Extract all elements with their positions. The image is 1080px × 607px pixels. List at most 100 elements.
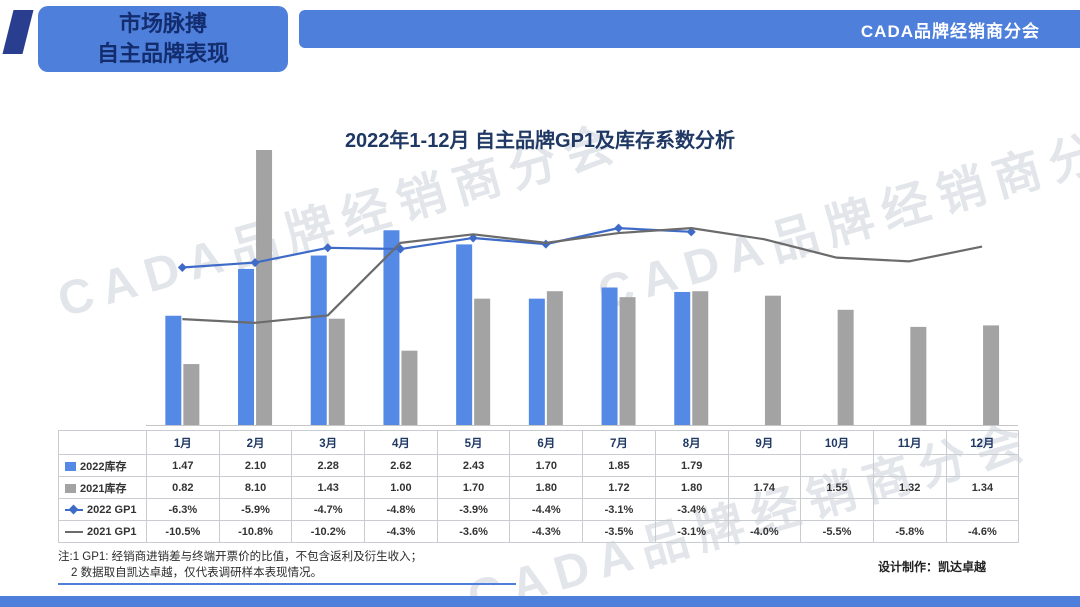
table-cell: 2.43	[436, 454, 511, 477]
gp1-diamond-marker	[614, 223, 624, 233]
bar-2021-11月	[910, 326, 927, 425]
table-cell: -10.2%	[291, 520, 366, 543]
bar-2021-1月	[183, 364, 200, 425]
table-cell: 1.85	[582, 454, 656, 477]
table-row: 2021 GP1 -10.5% -10.8% -10.2% -4.3% -3.6% -4.3…	[58, 520, 1020, 543]
gp1-diamond-marker	[250, 258, 260, 268]
table-cell: 1.72	[582, 476, 656, 499]
bar-2021-4月	[401, 350, 418, 425]
header-title-line2: 自主品牌表现	[96, 41, 229, 66]
table-cell: -6.3%	[146, 498, 220, 521]
legend-column-header	[58, 430, 147, 455]
table-cell: 0.82	[146, 476, 220, 499]
table-cell: -5.9%	[218, 498, 293, 521]
gp1-diamond-marker	[395, 244, 405, 254]
data-table: 1月 2月 3月 4月 5月 6月 7月 8月 9月 10月 11月 12月 2022库存 1.47 2.1…	[58, 430, 1020, 543]
table-col-header: 6月	[509, 430, 584, 455]
table-cell	[727, 454, 802, 477]
table-cell	[800, 498, 874, 521]
table-col-header: 7月	[582, 430, 656, 455]
credit: 设计制作：凯达卓越	[877, 560, 986, 574]
table-cell: 1.47	[146, 454, 220, 477]
table-cell: -4.3%	[364, 520, 438, 543]
table-row-label: 2021库存	[58, 476, 147, 499]
bar-2022-5月	[456, 244, 473, 425]
table-cell: -4.0%	[727, 520, 802, 543]
header-bar: CADA品牌经销商分会	[299, 10, 1080, 48]
org-name: CADA品牌经销商分会	[860, 21, 1040, 41]
table-cell: 1.32	[872, 476, 947, 499]
table-cell: 1.80	[509, 476, 584, 499]
gp1-diamond-marker	[686, 227, 696, 237]
table-cell: 1.43	[291, 476, 366, 499]
legend-diamond-marker	[68, 504, 79, 515]
table-col-header: 9月	[727, 430, 802, 455]
bar-2021-9月	[764, 295, 781, 425]
legend-bar-swatch	[65, 462, 76, 472]
table-cell: 1.70	[436, 476, 511, 499]
table-col-header: 5月	[436, 430, 511, 455]
footnote-2: 2 数据取自凯达卓越，仅代表调研样本表现情况。	[71, 567, 323, 579]
table-row-label: 2022 GP1	[58, 498, 147, 521]
bar-2022-3月	[310, 255, 327, 425]
table-col-header: 3月	[291, 430, 366, 455]
chart-title: 2022年1-12月 自主品牌GP1及库存系数分析	[344, 130, 736, 152]
bar-2022-6月	[528, 298, 545, 425]
footnote-1: 注:1 GP1: 经销商进销差与终端开票价的比值，不包含返利及衍生收入；	[58, 551, 423, 563]
bar-2021-7月	[619, 297, 636, 425]
table-col-header: 12月	[945, 430, 1020, 455]
legend-label: 2021库存	[80, 482, 127, 495]
table-cell: 2.10	[218, 454, 293, 477]
legend-label: 2022库存	[80, 460, 127, 473]
bar-2021-8月	[692, 291, 709, 425]
table-col-header: 1月	[146, 430, 220, 455]
bar-2021-2月	[256, 150, 273, 425]
table-cell: -3.6%	[436, 520, 511, 543]
table-cell: 1.80	[654, 476, 729, 499]
table-cell	[872, 454, 947, 477]
bar-2021-3月	[328, 318, 345, 425]
table-col-header: 4月	[364, 430, 438, 455]
table-cell: -5.5%	[800, 520, 874, 543]
table-cell: -4.3%	[509, 520, 584, 543]
table-cell	[872, 498, 947, 521]
footnotes: 注:1 GP1: 经销商进销差与终端开票价的比值，不包含返利及衍生收入； 2 数…	[58, 549, 422, 581]
bar-2022-8月	[674, 291, 691, 425]
table-cell	[945, 498, 1020, 521]
header-accent-shape	[2, 10, 34, 54]
gp1-line-2022-GP1	[182, 227, 692, 269]
table-row-label: 2022库存	[58, 454, 147, 477]
table-cell: 1.79	[654, 454, 729, 477]
bar-2022-2月	[238, 268, 255, 425]
bar-2021-5月	[474, 298, 491, 425]
bar-2021-10月	[837, 309, 854, 425]
table-cell: 1.55	[800, 476, 874, 499]
gp1-diamond-marker	[177, 262, 187, 272]
table-col-header: 8月	[654, 430, 729, 455]
table-col-header: 11月	[872, 430, 947, 455]
bar-2021-6月	[546, 291, 563, 425]
table-cell: 1.34	[945, 476, 1020, 499]
table-cell: -10.5%	[146, 520, 220, 543]
table-cell: -3.1%	[654, 520, 729, 543]
table-cell: -10.8%	[218, 520, 293, 543]
table-cell: -4.7%	[291, 498, 366, 521]
table-cell: 2.28	[291, 454, 366, 477]
table-cell: 8.10	[218, 476, 293, 499]
bar-2021-12月	[983, 325, 1000, 425]
table-row: 2022库存 1.47 2.10 2.28 2.62 2.43 1.70 1.85 1.79	[58, 454, 1020, 477]
table-cell: -4.4%	[509, 498, 584, 521]
table-cell: -3.5%	[582, 520, 656, 543]
table-col-header: 10月	[800, 430, 874, 455]
legend-line-swatch	[65, 504, 83, 515]
gp1-diamond-marker	[541, 239, 551, 249]
table-row: 2021库存 0.82 8.10 1.43 1.00 1.70 1.80 1.72 1.80 1.…	[58, 476, 1020, 499]
table-cell: -3.9%	[436, 498, 511, 521]
bar-2022-1月	[165, 315, 182, 425]
table-cell: -3.4%	[654, 498, 729, 521]
table-cell: -4.8%	[364, 498, 438, 521]
header-title-box: 市场脉搏 自主品牌表现	[38, 6, 288, 72]
footer-bar	[0, 596, 1080, 607]
gp1-diamond-marker	[468, 233, 478, 243]
